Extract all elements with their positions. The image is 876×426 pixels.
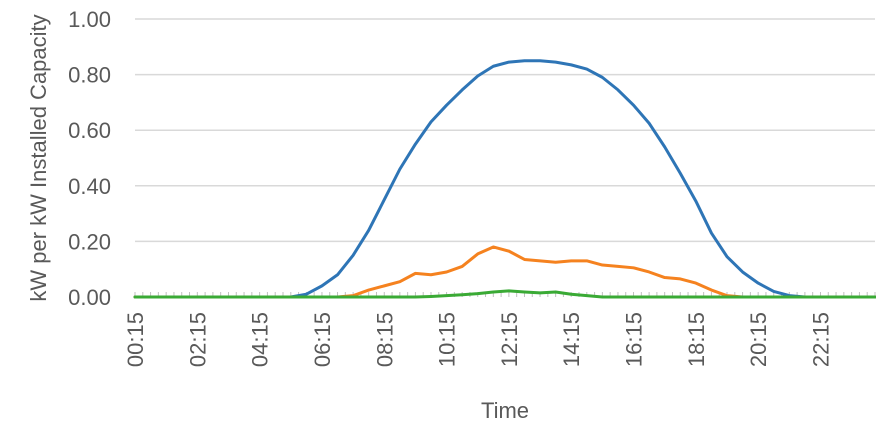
series-line [133, 289, 876, 299]
x-axis-tick-labels: 00:15 02:15 04:15 06:15 08:15 10:15 12:15 14:15… [123, 312, 833, 367]
x-tick-label: 06:15 [310, 312, 335, 367]
x-tick-label: 00:15 [123, 312, 148, 367]
x-tick-label: 10:15 [435, 312, 460, 367]
y-tick-label: 0.20 [68, 229, 111, 254]
series-lines [133, 59, 876, 299]
x-tick-label: 14:15 [559, 312, 584, 367]
series-line [133, 245, 876, 299]
x-tick-label: 08:15 [372, 312, 397, 367]
y-tick-label: 1.00 [68, 7, 111, 32]
x-tick-label: 22:15 [808, 312, 833, 367]
x-tick-label: 04:15 [248, 312, 273, 367]
x-tick-label: 20:15 [746, 312, 771, 367]
y-axis-title: kW per kW Installed Capacity [26, 14, 51, 301]
y-tick-label: 0.00 [68, 285, 111, 310]
x-tick-label: 18:15 [684, 312, 709, 367]
y-tick-label: 0.80 [68, 63, 111, 88]
series-line [133, 59, 876, 299]
x-tick-label: 02:15 [185, 312, 210, 367]
y-axis-tick-labels: 0.00 0.20 0.40 0.60 0.80 1.00 [68, 7, 111, 310]
x-tick-label: 12:15 [497, 312, 522, 367]
x-tick-label: 16:15 [622, 312, 647, 367]
x-axis-title: Time [481, 398, 529, 423]
y-tick-label: 0.40 [68, 174, 111, 199]
gridlines [135, 18, 875, 243]
y-tick-label: 0.60 [68, 118, 111, 143]
